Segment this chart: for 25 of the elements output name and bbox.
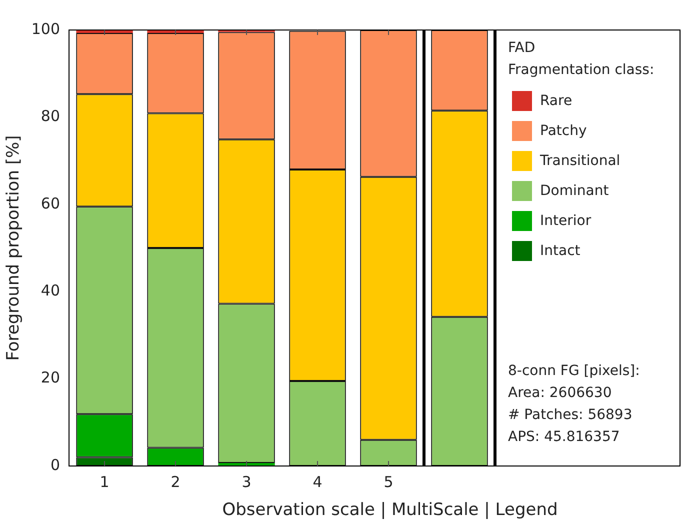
x-tick-label: 4 [312, 472, 322, 491]
text: # Patches: 56893 [508, 406, 634, 425]
legend-label: Rare [540, 93, 572, 109]
y-tick-label: 20 [40, 368, 60, 387]
y-tick-label: 100 [31, 20, 60, 38]
y-tick-label: 60 [40, 194, 60, 212]
y-axis-title: Foreground proportion [%] [4, 135, 24, 361]
text: Area: 2606630 [508, 384, 613, 403]
legend-label: Intact [540, 243, 580, 259]
x-tick-label: 5 [384, 472, 394, 491]
text: FAD [508, 40, 536, 58]
text: APS: 45.816357 [508, 428, 621, 447]
y-tick-label: 40 [40, 281, 60, 300]
legend-label: Dominant [540, 183, 609, 199]
y-tick-label: 0 [50, 456, 60, 474]
x-axis-title: Observation scale | MultiScale | Legend [221, 500, 559, 520]
legend-title: Fragmentation class: [508, 62, 654, 80]
legend-label: Transitional [540, 153, 620, 169]
y-tick-label: 80 [40, 107, 60, 126]
legend-label: Interior [540, 213, 592, 229]
text: 8-conn FG [pixels]: [508, 362, 640, 381]
x-tick-label: 1 [100, 472, 110, 491]
x-tick-label: 2 [170, 472, 180, 491]
legend-label: Patchy [540, 123, 587, 139]
x-tick-label: 3 [242, 472, 252, 491]
